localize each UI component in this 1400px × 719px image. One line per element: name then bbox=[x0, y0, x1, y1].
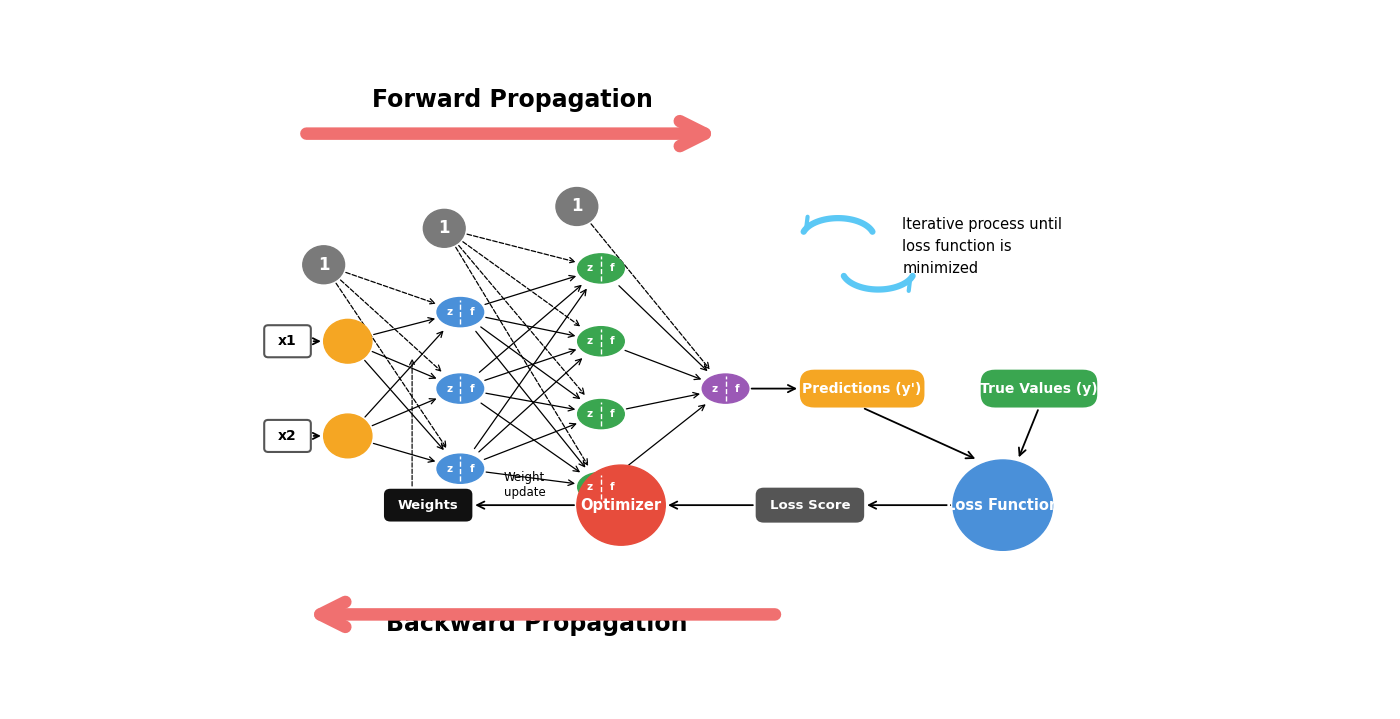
Text: f: f bbox=[610, 482, 615, 492]
Text: Optimizer: Optimizer bbox=[581, 498, 662, 513]
Circle shape bbox=[302, 246, 344, 284]
Circle shape bbox=[953, 460, 1053, 550]
Ellipse shape bbox=[578, 472, 624, 502]
Text: f: f bbox=[735, 384, 739, 393]
Circle shape bbox=[556, 188, 598, 226]
Text: z: z bbox=[447, 307, 452, 317]
Text: z: z bbox=[587, 482, 592, 492]
Ellipse shape bbox=[703, 374, 749, 403]
Ellipse shape bbox=[578, 400, 624, 429]
Text: f: f bbox=[469, 384, 473, 393]
Ellipse shape bbox=[437, 298, 483, 326]
Text: 1: 1 bbox=[571, 198, 582, 216]
Text: f: f bbox=[610, 263, 615, 273]
Text: z: z bbox=[447, 384, 452, 393]
Text: z: z bbox=[447, 464, 452, 474]
Text: x2: x2 bbox=[279, 429, 297, 443]
Text: z: z bbox=[711, 384, 717, 393]
FancyBboxPatch shape bbox=[981, 370, 1098, 408]
Text: Weights: Weights bbox=[398, 499, 459, 512]
Ellipse shape bbox=[437, 374, 483, 403]
Ellipse shape bbox=[578, 326, 624, 356]
Text: Loss Score: Loss Score bbox=[770, 499, 850, 512]
Circle shape bbox=[323, 414, 372, 458]
Text: Backward Propagation: Backward Propagation bbox=[386, 613, 687, 636]
FancyBboxPatch shape bbox=[265, 325, 311, 357]
FancyBboxPatch shape bbox=[756, 487, 864, 523]
Text: Loss Function: Loss Function bbox=[946, 498, 1060, 513]
Circle shape bbox=[577, 465, 665, 545]
Ellipse shape bbox=[578, 254, 624, 283]
Text: f: f bbox=[469, 464, 473, 474]
Circle shape bbox=[423, 209, 465, 247]
Text: Weight
update: Weight update bbox=[504, 472, 546, 499]
Text: z: z bbox=[587, 336, 592, 347]
Text: f: f bbox=[469, 307, 473, 317]
Text: True Values (y): True Values (y) bbox=[980, 382, 1098, 395]
Text: z: z bbox=[587, 263, 592, 273]
Ellipse shape bbox=[437, 454, 483, 483]
Text: z: z bbox=[587, 409, 592, 419]
Text: Iterative process until
loss function is
minimized: Iterative process until loss function is… bbox=[903, 217, 1063, 276]
Text: 1: 1 bbox=[438, 219, 449, 237]
Text: f: f bbox=[610, 336, 615, 347]
Text: 1: 1 bbox=[318, 256, 329, 274]
FancyBboxPatch shape bbox=[265, 420, 311, 452]
Text: f: f bbox=[610, 409, 615, 419]
Text: Predictions (y'): Predictions (y') bbox=[802, 382, 921, 395]
FancyBboxPatch shape bbox=[384, 489, 472, 521]
Text: Forward Propagation: Forward Propagation bbox=[372, 88, 652, 111]
Text: x1: x1 bbox=[279, 334, 297, 348]
FancyBboxPatch shape bbox=[799, 370, 924, 408]
Circle shape bbox=[323, 319, 372, 363]
